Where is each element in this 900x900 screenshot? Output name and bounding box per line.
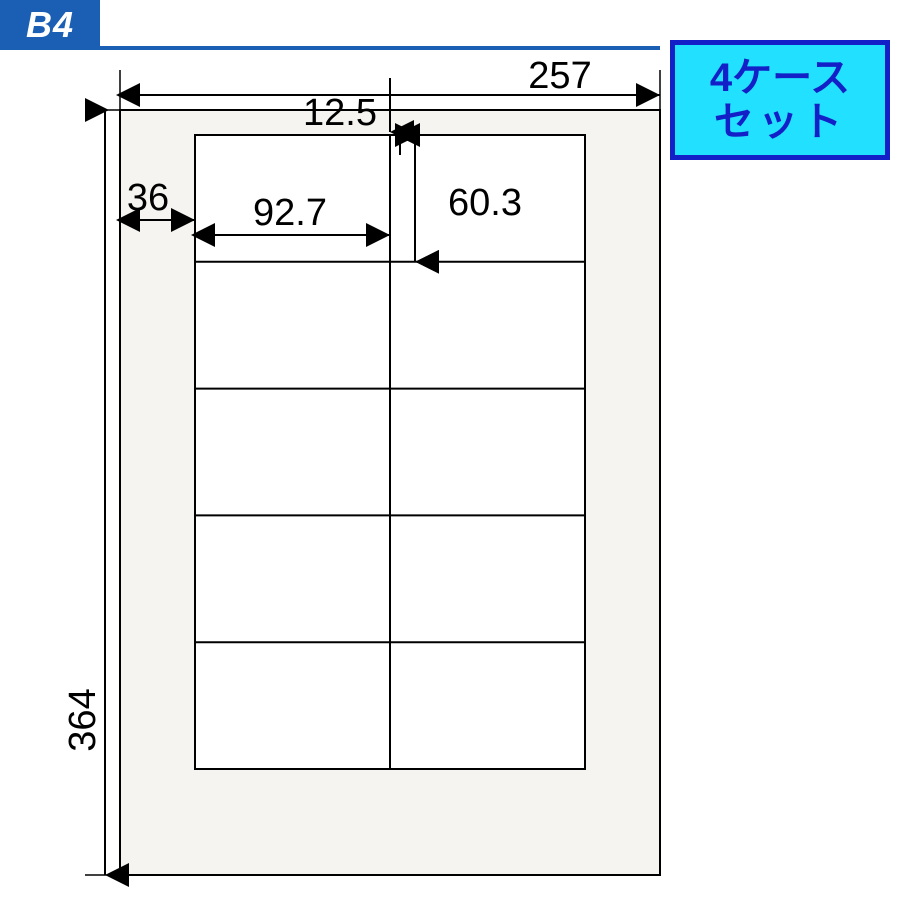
dim-sheet-height: 364 <box>62 688 104 751</box>
dim-left-margin: 36 <box>127 177 169 219</box>
dim-label-width: 92.7 <box>253 192 327 234</box>
dim-label-height: 60.3 <box>448 182 522 224</box>
dim-sheet-width: 257 <box>528 55 591 97</box>
dim-top-margin: 12.5 <box>303 92 377 134</box>
label-sheet-diagram: 257 12.5 364 36 92.7 60.3 <box>0 0 900 900</box>
